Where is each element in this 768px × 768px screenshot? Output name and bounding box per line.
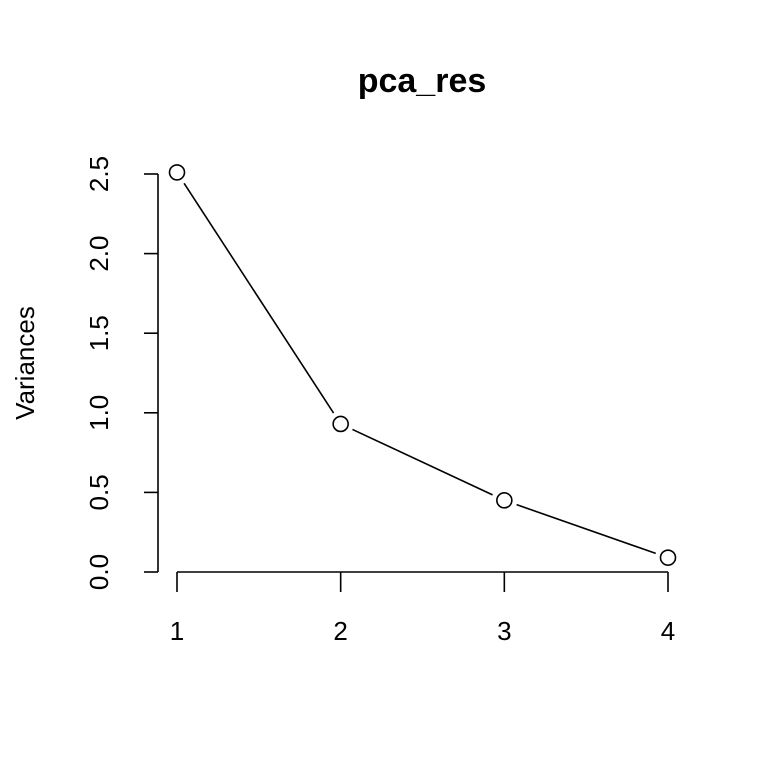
data-point (659, 549, 677, 566)
y-tick-label: 2.0 (84, 236, 114, 272)
chart-title: pca_res (358, 62, 487, 100)
series-segment (352, 428, 493, 496)
x-tick-label: 3 (497, 616, 511, 646)
y-tick-label: 1.5 (84, 315, 114, 351)
x-tick-label: 2 (333, 616, 347, 646)
y-tick-label: 0.5 (84, 474, 114, 510)
data-point (332, 415, 349, 433)
y-tick-label: 0.0 (84, 554, 114, 590)
x-tick-label: 4 (661, 616, 675, 646)
data-point (496, 492, 513, 509)
y-tick-label: 2.5 (84, 156, 114, 192)
y-tick-label: 1.0 (84, 395, 114, 431)
series-segment (516, 503, 656, 555)
series-line (183, 182, 656, 555)
data-point (168, 164, 186, 181)
y-axis: 0.0 0.5 1.0 1.5 2.0 2.5 (84, 156, 159, 590)
x-axis: 1 2 3 4 (170, 571, 675, 646)
data-points (168, 164, 677, 566)
series-segment (183, 182, 335, 414)
x-tick-label: 1 (170, 616, 184, 646)
y-axis-label: Variances (10, 306, 40, 420)
